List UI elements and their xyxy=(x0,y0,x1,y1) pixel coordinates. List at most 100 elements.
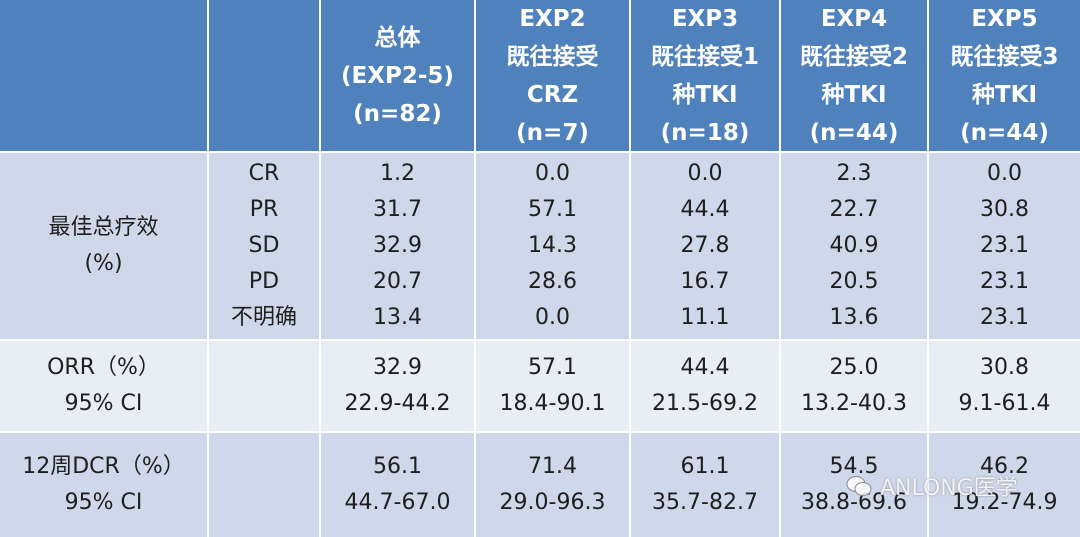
group-label-line: 95% CI xyxy=(64,490,143,515)
row-label: PD xyxy=(248,269,280,294)
value: 13.2-40.3 xyxy=(801,391,907,416)
header-cell xyxy=(209,0,319,151)
value: 28.6 xyxy=(528,269,577,294)
value-cell: 61.1 35.7-82.7 xyxy=(631,433,779,537)
value: 0.0 xyxy=(987,161,1022,186)
value-cell: 44.4 21.5-69.2 xyxy=(631,341,779,431)
value: 1.2 xyxy=(380,161,415,186)
sublabel-cell xyxy=(209,341,319,431)
value: 54.5 xyxy=(829,454,879,479)
value: 25.0 xyxy=(829,355,879,380)
row-label: PR xyxy=(249,197,279,222)
value-cell: 1.2 31.7 32.9 20.7 13.4 xyxy=(321,153,474,339)
row-label: 不明确 xyxy=(230,305,297,330)
value: 19.2-74.9 xyxy=(951,490,1058,515)
value: 14.3 xyxy=(528,233,577,258)
header-line: EXP4 xyxy=(820,5,888,32)
value-cell: 32.9 22.9-44.2 xyxy=(321,341,474,431)
value: 2.3 xyxy=(836,161,872,186)
value: 23.1 xyxy=(980,269,1029,294)
header-line: 种TKI xyxy=(821,81,887,108)
header-line: (EXP2-5) xyxy=(341,62,454,89)
header-cell xyxy=(0,0,207,151)
value-cell: 2.3 22.7 40.9 20.5 13.6 xyxy=(781,153,927,339)
group-label-line: ORR（%） xyxy=(47,355,160,380)
value: 44.7-67.0 xyxy=(344,490,451,515)
header-line: 既往接受 xyxy=(506,43,599,70)
watermark-text: ANLONG医学 xyxy=(880,476,1018,501)
value: 35.7-82.7 xyxy=(652,490,758,515)
value: 23.1 xyxy=(980,233,1029,258)
header-line: EXP3 xyxy=(671,5,739,32)
value: 20.5 xyxy=(829,269,879,294)
value: 32.9 xyxy=(373,233,422,258)
value: 13.6 xyxy=(829,305,879,330)
value: 16.7 xyxy=(680,269,730,294)
header-line: 既往接受3 xyxy=(950,43,1059,70)
column-header: EXP2 既往接受 CRZ (n=7) xyxy=(476,0,629,151)
value: 31.7 xyxy=(373,197,422,222)
value: 44.4 xyxy=(680,355,730,380)
group-label-line: (%) xyxy=(84,251,123,276)
column-header: EXP3 既往接受1 种TKI (n=18) xyxy=(631,0,779,151)
value: 22.7 xyxy=(829,197,879,222)
value: 30.8 xyxy=(980,355,1029,380)
header-line: 种TKI xyxy=(971,81,1038,108)
group-label: ORR（%） 95% CI xyxy=(0,341,207,431)
header-line: 既往接受2 xyxy=(799,43,908,70)
header-line: (n=82) xyxy=(353,100,442,127)
value: 22.9-44.2 xyxy=(344,391,451,416)
value-cell: 0.0 30.8 23.1 23.1 23.1 xyxy=(929,153,1080,339)
header-line: (n=7) xyxy=(516,119,589,146)
value-cell: 30.8 9.1-61.4 xyxy=(929,341,1080,431)
value: 71.4 xyxy=(528,454,577,479)
value: 11.1 xyxy=(680,305,730,330)
value: 30.8 xyxy=(980,197,1029,222)
value-cell: 57.1 18.4-90.1 xyxy=(476,341,629,431)
value: 0.0 xyxy=(535,305,570,330)
group-label: 12周DCR（%） 95% CI xyxy=(0,433,207,537)
value-cell: 56.1 44.7-67.0 xyxy=(321,433,474,537)
header-line: 既往接受1 xyxy=(650,43,759,70)
value: 46.2 xyxy=(980,454,1029,479)
column-header: 总体 (EXP2-5) (n=82) xyxy=(321,0,474,151)
value: 44.4 xyxy=(680,197,730,222)
watermark: ANLONG医学 xyxy=(846,470,1018,502)
header-line: EXP2 xyxy=(519,5,586,32)
value-cell: 71.4 29.0-96.3 xyxy=(476,433,629,537)
sublabel-cell: CR PR SD PD 不明确 xyxy=(209,153,319,339)
sublabel-cell xyxy=(209,433,319,537)
value: 29.0-96.3 xyxy=(499,490,606,515)
value-cell: 25.0 13.2-40.3 xyxy=(781,341,927,431)
column-header: EXP5 既往接受3 种TKI (n=44) xyxy=(929,0,1080,151)
value: 0.0 xyxy=(687,161,723,186)
value: 20.7 xyxy=(373,269,422,294)
value: 38.8-69.6 xyxy=(801,490,907,515)
value-cell: 0.0 57.1 14.3 28.6 0.0 xyxy=(476,153,629,339)
group-label-line: 最佳总疗效 xyxy=(48,215,159,240)
value: 27.8 xyxy=(680,233,730,258)
group-label: 最佳总疗效 (%) xyxy=(0,153,207,339)
value: 18.4-90.1 xyxy=(499,391,606,416)
value: 56.1 xyxy=(373,454,422,479)
header-line: (n=44) xyxy=(809,119,899,146)
value: 61.1 xyxy=(680,454,730,479)
header-line: CRZ xyxy=(526,81,579,108)
group-label-line: 12周DCR（%） xyxy=(22,454,185,479)
header-line: 总体 xyxy=(374,24,421,51)
value: 9.1-61.4 xyxy=(958,391,1051,416)
header-line: 种TKI xyxy=(672,81,738,108)
header-line: (n=44) xyxy=(960,119,1049,146)
value: 13.4 xyxy=(373,305,422,330)
value: 57.1 xyxy=(528,197,577,222)
value: 57.1 xyxy=(528,355,577,380)
value: 0.0 xyxy=(535,161,570,186)
group-label-line: 95% CI xyxy=(64,391,143,416)
value: 32.9 xyxy=(373,355,422,380)
row-label: SD xyxy=(248,233,280,258)
header-line: (n=18) xyxy=(660,119,750,146)
column-header: EXP4 既往接受2 种TKI (n=44) xyxy=(781,0,927,151)
value: 40.9 xyxy=(829,233,879,258)
watermark-icon xyxy=(846,476,872,496)
